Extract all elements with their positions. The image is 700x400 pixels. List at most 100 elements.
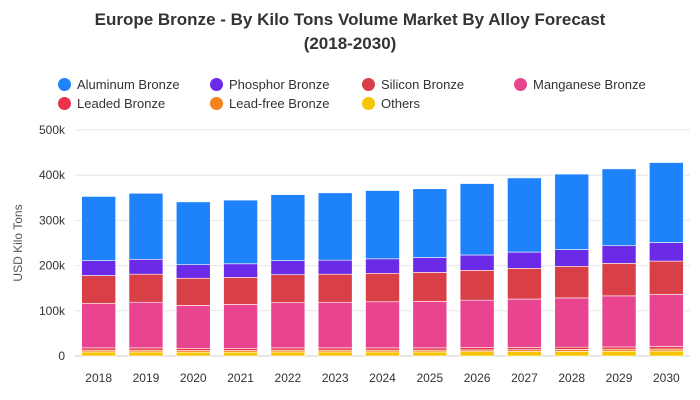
- bar-segment[interactable]: [270, 260, 306, 275]
- bar-segment[interactable]: [128, 258, 164, 275]
- bar-segment[interactable]: [459, 270, 495, 301]
- bar-segment[interactable]: [412, 301, 448, 349]
- bar-segment[interactable]: [649, 242, 684, 262]
- bar-segment[interactable]: [81, 351, 116, 357]
- legend-swatch: [210, 96, 223, 110]
- bar-segment[interactable]: [554, 249, 590, 267]
- bar-segment[interactable]: [507, 351, 542, 357]
- bar-segment[interactable]: [81, 196, 116, 261]
- bar-segment[interactable]: [175, 305, 211, 349]
- bar-segment[interactable]: [223, 304, 258, 349]
- bar-segment[interactable]: [317, 273, 353, 303]
- bar-segment[interactable]: [128, 347, 164, 351]
- bar-segment[interactable]: [554, 297, 590, 348]
- bar-segment[interactable]: [601, 295, 637, 348]
- bar-segment[interactable]: [128, 351, 164, 357]
- bar-segment[interactable]: [601, 350, 637, 357]
- bar-segment[interactable]: [649, 294, 684, 347]
- bar-segment[interactable]: [270, 351, 306, 357]
- legend-item[interactable]: Leaded Bronze: [58, 95, 165, 111]
- bar-segment[interactable]: [554, 349, 590, 352]
- bar-segment[interactable]: [317, 301, 353, 349]
- bar-segment[interactable]: [412, 272, 448, 302]
- x-tick-label: 2027: [511, 371, 538, 385]
- bar-segment[interactable]: [81, 303, 116, 349]
- bar-segment[interactable]: [601, 263, 637, 297]
- bar-segment[interactable]: [365, 272, 400, 303]
- bar-segment[interactable]: [128, 192, 164, 260]
- bar-segment[interactable]: [81, 260, 116, 276]
- bar-segment[interactable]: [459, 299, 495, 348]
- bar-segment[interactable]: [365, 301, 400, 349]
- bar-segment[interactable]: [317, 259, 353, 275]
- bar-segment[interactable]: [175, 264, 211, 279]
- x-tick-label: 2030: [653, 371, 680, 385]
- x-tick-label: 2021: [227, 371, 254, 385]
- bar-segment[interactable]: [81, 347, 116, 351]
- bar-segment[interactable]: [175, 351, 211, 357]
- bar-segment[interactable]: [459, 183, 495, 256]
- bar-segment[interactable]: [649, 348, 684, 352]
- bar-segment[interactable]: [554, 351, 590, 357]
- bar-segment[interactable]: [317, 192, 353, 261]
- bar-segment[interactable]: [365, 190, 400, 260]
- legend-item[interactable]: Aluminum Bronze: [58, 76, 180, 92]
- bar-segment[interactable]: [223, 348, 258, 351]
- x-tick-label: 2018: [85, 371, 112, 385]
- bar-segment[interactable]: [601, 346, 637, 350]
- legend-item[interactable]: Phosphor Bronze: [210, 76, 329, 92]
- bar-segment[interactable]: [270, 194, 306, 261]
- bar-segment[interactable]: [507, 251, 542, 269]
- legend-swatch: [362, 77, 375, 91]
- bar-segment[interactable]: [223, 277, 258, 305]
- bar-segment[interactable]: [175, 348, 211, 351]
- bar-segment[interactable]: [649, 260, 684, 295]
- bar-segment[interactable]: [365, 351, 400, 357]
- bar-segment[interactable]: [554, 265, 590, 299]
- bar-segment[interactable]: [365, 258, 400, 274]
- bar-segment[interactable]: [223, 351, 258, 357]
- bar-segment[interactable]: [554, 346, 590, 350]
- bar-segment[interactable]: [507, 347, 542, 350]
- bar-segment[interactable]: [175, 277, 211, 306]
- bar-segment[interactable]: [412, 351, 448, 357]
- bar-segment[interactable]: [270, 274, 306, 303]
- legend-item[interactable]: Silicon Bronze: [362, 76, 464, 92]
- bar-segment[interactable]: [412, 347, 448, 351]
- bar-segment[interactable]: [601, 348, 637, 352]
- bar-segment[interactable]: [507, 268, 542, 300]
- bar-segment[interactable]: [317, 351, 353, 357]
- bar-segment[interactable]: [223, 263, 258, 278]
- bar-segment[interactable]: [270, 302, 306, 349]
- bar-segment[interactable]: [601, 168, 637, 247]
- y-tick-label: 0: [58, 349, 65, 363]
- bar-segment[interactable]: [459, 347, 495, 351]
- chart-title: Europe Bronze - By Kilo Tons Volume Mark…: [0, 8, 700, 56]
- legend-item[interactable]: Others: [362, 95, 420, 111]
- legend-item[interactable]: Manganese Bronze: [514, 76, 646, 92]
- bar-segment[interactable]: [649, 162, 684, 243]
- bar-segment[interactable]: [175, 201, 211, 265]
- bar-segment[interactable]: [459, 254, 495, 271]
- bar-segment[interactable]: [649, 350, 684, 357]
- bar-segment[interactable]: [412, 188, 448, 258]
- bar-segment[interactable]: [412, 257, 448, 273]
- bar-segment[interactable]: [128, 273, 164, 303]
- bar-segment[interactable]: [128, 301, 164, 349]
- legend-swatch: [58, 77, 71, 91]
- bar-segment[interactable]: [649, 346, 684, 350]
- bar-segment[interactable]: [317, 347, 353, 351]
- bar-segment[interactable]: [459, 351, 495, 357]
- legend-swatch: [58, 96, 71, 110]
- y-tick-label: 100k: [39, 304, 66, 318]
- legend-item[interactable]: Lead-free Bronze: [210, 95, 329, 111]
- bar-segment[interactable]: [554, 173, 590, 250]
- bar-segment[interactable]: [223, 199, 258, 265]
- bar-segment[interactable]: [365, 347, 400, 351]
- bar-segment[interactable]: [507, 177, 542, 253]
- bar-segment[interactable]: [601, 245, 637, 264]
- bar-segment[interactable]: [81, 275, 116, 304]
- bar-segment[interactable]: [270, 347, 306, 351]
- bar-segment[interactable]: [507, 298, 542, 348]
